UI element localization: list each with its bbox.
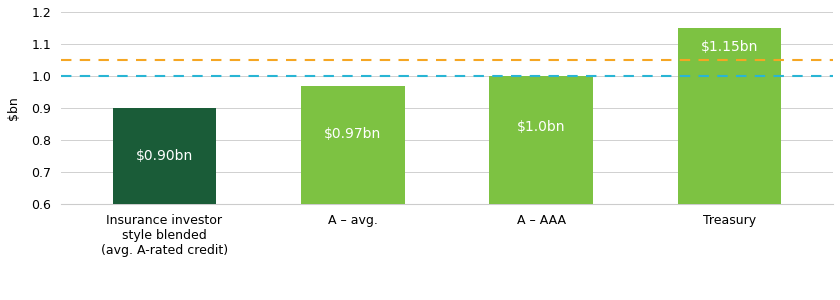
Bar [301, 85, 405, 204]
Bar [113, 108, 216, 204]
Text: $1.15bn: $1.15bn [701, 40, 759, 54]
Bar [489, 76, 593, 204]
Text: $0.90bn: $0.90bn [136, 149, 193, 163]
Text: $0.97bn: $0.97bn [324, 127, 381, 141]
Y-axis label: $bn: $bn [7, 96, 20, 120]
Bar [678, 28, 781, 204]
Text: $1.0bn: $1.0bn [517, 120, 565, 134]
